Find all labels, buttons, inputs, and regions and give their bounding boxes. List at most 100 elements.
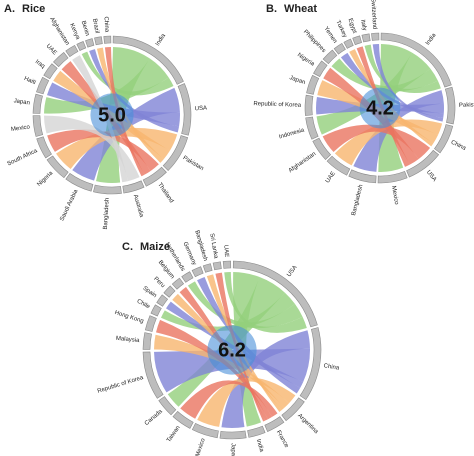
center-value: 5.0 xyxy=(98,104,126,126)
country-arc xyxy=(304,94,314,116)
country-label: Indonesia xyxy=(278,127,305,140)
country-arc xyxy=(122,180,145,194)
country-arc xyxy=(142,332,152,350)
chord-diagram: 5.0 India USA Pakistan Thailand Australia Bang… xyxy=(7,16,208,229)
country-arc xyxy=(156,294,169,307)
country-label: India xyxy=(255,439,265,454)
country-arc xyxy=(191,266,204,278)
country-arc xyxy=(212,261,222,271)
country-arc xyxy=(32,93,43,114)
country-label: Republic of Korea xyxy=(97,375,145,395)
country-label: India xyxy=(155,32,167,47)
country-arc xyxy=(219,430,247,440)
country-label: UAE xyxy=(45,43,58,56)
chord xyxy=(104,47,145,177)
country-arc xyxy=(162,135,189,172)
country-label: Germany xyxy=(182,241,197,266)
country-arc xyxy=(202,263,213,273)
chord xyxy=(61,61,151,175)
country-label: Spain xyxy=(141,285,157,299)
chord-diagram: 6.2 USA China Argentina France India Japan Mexi… xyxy=(97,230,340,456)
country-label: Mexico xyxy=(390,185,399,205)
panel-title: Wheat xyxy=(284,3,317,15)
chord xyxy=(356,46,410,167)
country-label: Belgium xyxy=(157,260,175,281)
country-label: China xyxy=(450,140,467,152)
country-label: Canada xyxy=(144,408,164,427)
country-label: South Africa xyxy=(7,148,39,167)
country-arc xyxy=(181,271,194,283)
center-value: 4.2 xyxy=(366,97,394,119)
country-arc xyxy=(93,184,122,195)
country-arc xyxy=(142,351,164,399)
country-arc xyxy=(361,33,371,43)
chords xyxy=(44,47,180,184)
country-label: Pakistan xyxy=(459,102,474,109)
panel-title: Rice xyxy=(22,3,45,15)
panel-label: A. xyxy=(4,3,15,15)
chord xyxy=(47,129,159,171)
chord xyxy=(154,348,310,393)
country-label: USA xyxy=(286,265,298,278)
country-arc xyxy=(158,396,177,416)
country-arc xyxy=(281,397,305,422)
country-arc xyxy=(326,155,351,176)
country-label: Bangladesh xyxy=(351,184,364,216)
country-label: Italy xyxy=(359,19,367,31)
country-label: Afghanistan xyxy=(288,151,317,174)
country-arc xyxy=(343,38,354,49)
country-arc xyxy=(103,35,112,44)
country-arc xyxy=(322,49,338,65)
country-label: Taiwan xyxy=(166,425,182,444)
country-label: USA xyxy=(425,169,437,182)
country-arc xyxy=(406,149,440,178)
country-label: Nigeria xyxy=(36,170,54,188)
country-label: Bangladesh xyxy=(103,198,111,230)
chord xyxy=(224,272,307,333)
country-label: Nigeria xyxy=(296,52,316,68)
chord xyxy=(72,87,180,181)
country-label: Republic of Korea xyxy=(253,101,302,109)
chord xyxy=(372,44,444,122)
country-label: UAE xyxy=(325,171,337,185)
chord xyxy=(349,49,434,147)
country-label: Pakistan xyxy=(182,155,205,172)
country-arc xyxy=(232,260,318,328)
chord xyxy=(206,274,282,412)
country-arc xyxy=(306,74,320,95)
country-label: France xyxy=(275,430,290,450)
chord xyxy=(172,293,285,411)
country-arc xyxy=(348,169,377,184)
country-arc xyxy=(312,137,332,160)
panel-label: C. xyxy=(122,241,133,253)
country-label: Kenya xyxy=(68,23,81,42)
country-label: Argentina xyxy=(296,413,319,436)
country-arc xyxy=(94,36,103,46)
chord xyxy=(72,55,129,183)
chord xyxy=(353,90,444,172)
country-label: Malaysia xyxy=(116,336,141,344)
chord xyxy=(233,272,262,427)
country-label: Peru xyxy=(152,276,165,289)
country-arc xyxy=(305,116,319,140)
chord xyxy=(331,58,438,92)
country-arc xyxy=(65,44,79,58)
country-label: Switzerland xyxy=(369,0,377,29)
country-arc xyxy=(85,38,95,48)
chord xyxy=(96,47,164,163)
country-label: UAE xyxy=(222,245,229,258)
chord xyxy=(378,44,413,172)
country-label: Afghanistan xyxy=(48,16,70,46)
country-label: Hong Kong xyxy=(114,310,144,325)
country-arc xyxy=(53,51,69,68)
country-arc xyxy=(65,173,94,192)
country-arc xyxy=(264,416,285,432)
chord xyxy=(340,52,444,119)
country-label: Japan xyxy=(13,98,30,106)
country-arc xyxy=(43,63,58,80)
country-label: Australia xyxy=(132,194,144,219)
country-arc xyxy=(191,422,219,439)
chord-diagram: 4.2 India Pakistan China USA Mexico Bangladesh… xyxy=(253,0,474,216)
country-label: Brazil xyxy=(91,18,100,34)
chord xyxy=(166,301,304,388)
